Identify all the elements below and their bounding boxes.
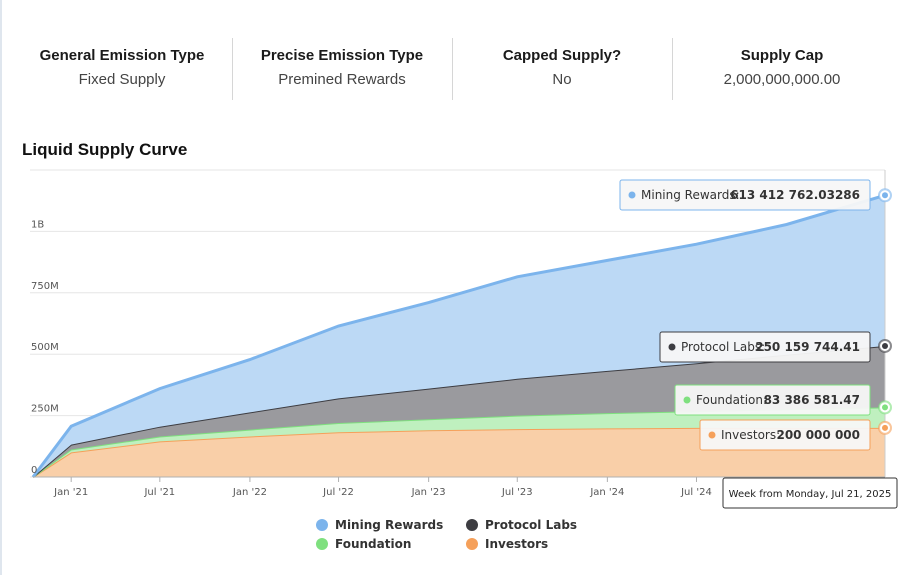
y-tick-label: 250M bbox=[31, 404, 59, 415]
y-tick-label: 500M bbox=[31, 342, 59, 353]
tooltip-marker bbox=[628, 191, 636, 199]
legend-marker bbox=[466, 519, 478, 531]
tooltip-label: Protocol Labs: bbox=[681, 340, 765, 354]
legend-item-label: Investors bbox=[485, 537, 548, 551]
tooltip-value: 83 386 581.47 bbox=[764, 393, 860, 407]
legend-marker bbox=[316, 519, 328, 531]
tooltip-marker bbox=[708, 431, 716, 439]
page-left-border bbox=[0, 0, 2, 575]
stat-general-emission-type: General Emission Type Fixed Supply bbox=[12, 38, 232, 100]
tooltip-label: Investors: bbox=[721, 428, 780, 442]
x-tick-label: Jan '24 bbox=[589, 487, 624, 498]
tooltip-marker bbox=[668, 343, 676, 351]
hover-point-core bbox=[882, 404, 888, 411]
stat-value: 2,000,000,000.00 bbox=[723, 71, 841, 88]
area-investors bbox=[33, 427, 885, 477]
stat-capped-supply: Capped Supply? No bbox=[452, 38, 672, 100]
stat-value: Premined Rewards bbox=[278, 71, 406, 88]
emission-stats: General Emission Type Fixed Supply Preci… bbox=[12, 38, 892, 100]
area-mining-rewards bbox=[33, 195, 885, 478]
legend-item-label: Foundation bbox=[335, 537, 411, 551]
tooltip-box bbox=[674, 384, 871, 416]
legend-item-label: Mining Rewards bbox=[335, 518, 443, 532]
tooltip-value: 613 412 762.03286 bbox=[730, 188, 860, 202]
x-tick-label: Jul '24 bbox=[680, 487, 712, 498]
y-tick-label: 0 bbox=[31, 465, 37, 476]
legend-item-label: Protocol Labs bbox=[485, 518, 577, 532]
stat-value: Fixed Supply bbox=[78, 71, 166, 88]
stat-label: Supply Cap bbox=[740, 47, 824, 64]
tooltip-box bbox=[699, 419, 871, 451]
area-foundation bbox=[33, 407, 885, 477]
tooltip-marker bbox=[683, 396, 691, 404]
tooltip-value: 200 000 000 bbox=[776, 428, 860, 442]
y-tick-label: 1B bbox=[31, 219, 44, 230]
x-tick-label: Jan '21 bbox=[53, 487, 88, 498]
stat-precise-emission-type: Precise Emission Type Premined Rewards bbox=[232, 38, 452, 100]
stat-supply-cap: Supply Cap 2,000,000,000.00 bbox=[672, 38, 892, 100]
stat-label: General Emission Type bbox=[39, 47, 205, 64]
y-tick-label: 750M bbox=[31, 281, 59, 292]
tooltip-label: Mining Rewards: bbox=[641, 188, 740, 202]
hover-point-core bbox=[882, 342, 888, 349]
tooltip-box bbox=[659, 331, 871, 363]
x-tick-label: Jan '22 bbox=[232, 487, 267, 498]
x-tick-label: Jul '21 bbox=[143, 487, 175, 498]
hover-point-core bbox=[882, 424, 888, 431]
legend-marker bbox=[466, 538, 478, 550]
stat-label: Precise Emission Type bbox=[260, 47, 424, 64]
crosshair-label: Week from Monday, Jul 21, 2025 bbox=[729, 489, 892, 500]
hover-point-core bbox=[882, 192, 888, 199]
tooltip-label: Foundation: bbox=[696, 393, 767, 407]
x-tick-label: Jul '22 bbox=[322, 487, 354, 498]
liquid-supply-chart[interactable]: 0 250M 500M 750M 1B Jan '21 Jul '21 Jan '22 Jul … bbox=[0, 160, 915, 575]
legend-marker bbox=[316, 538, 328, 550]
chart-title: Liquid Supply Curve bbox=[22, 140, 188, 159]
area-protocol-labs bbox=[33, 346, 885, 477]
x-tick-label: Jan '23 bbox=[411, 487, 446, 498]
stat-label: Capped Supply? bbox=[502, 47, 622, 64]
tooltip-value: 250 159 744.41 bbox=[755, 340, 860, 354]
x-tick-label: Jul '23 bbox=[501, 487, 533, 498]
series-line-mining-rewards bbox=[31, 193, 886, 478]
stat-value: No bbox=[552, 71, 572, 88]
crosshair-label-box bbox=[722, 477, 898, 509]
tooltip-box bbox=[619, 179, 871, 211]
